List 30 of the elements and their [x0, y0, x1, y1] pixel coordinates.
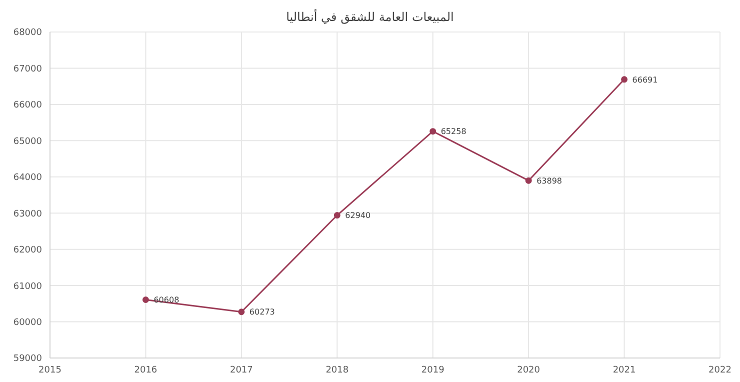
x-tick-label: 2021	[612, 365, 636, 376]
y-tick-label: 61000	[13, 282, 42, 292]
point	[621, 76, 628, 83]
x-tick-label: 2019	[421, 365, 445, 376]
y-tick-label: 66000	[13, 100, 42, 111]
chart-title: المبيعات العامة للشقق في أنطاليا	[285, 8, 455, 26]
data-label: 63898	[536, 176, 562, 186]
point	[430, 128, 436, 135]
point	[238, 308, 245, 316]
x-tick-label: 2016	[134, 365, 158, 376]
x-tick-label: 2018	[326, 365, 349, 376]
y-tick-label: 68000	[13, 28, 42, 38]
y-tick-label: 67000	[13, 64, 42, 74]
x-tick-label: 2017	[230, 365, 253, 376]
data-label: 65258	[440, 127, 466, 136]
point	[334, 212, 340, 219]
y-tick-label: 60000	[13, 318, 42, 328]
x-tick-label: 2022	[708, 365, 732, 376]
y-tick-label: 63000	[13, 209, 42, 220]
data-label: 66691	[632, 75, 658, 84]
x-tick-label: 2020	[517, 365, 540, 376]
point	[525, 177, 532, 184]
point	[142, 296, 149, 304]
x-tick-label: 2015	[38, 365, 62, 376]
y-tick-label: 62000	[13, 246, 42, 256]
y-tick-label: 59000	[13, 354, 42, 364]
y-tick-label: 64000	[13, 173, 42, 184]
data-label: 62940	[345, 211, 371, 220]
data-label: 60273	[249, 308, 275, 317]
y-tick-label: 65000	[13, 136, 42, 147]
